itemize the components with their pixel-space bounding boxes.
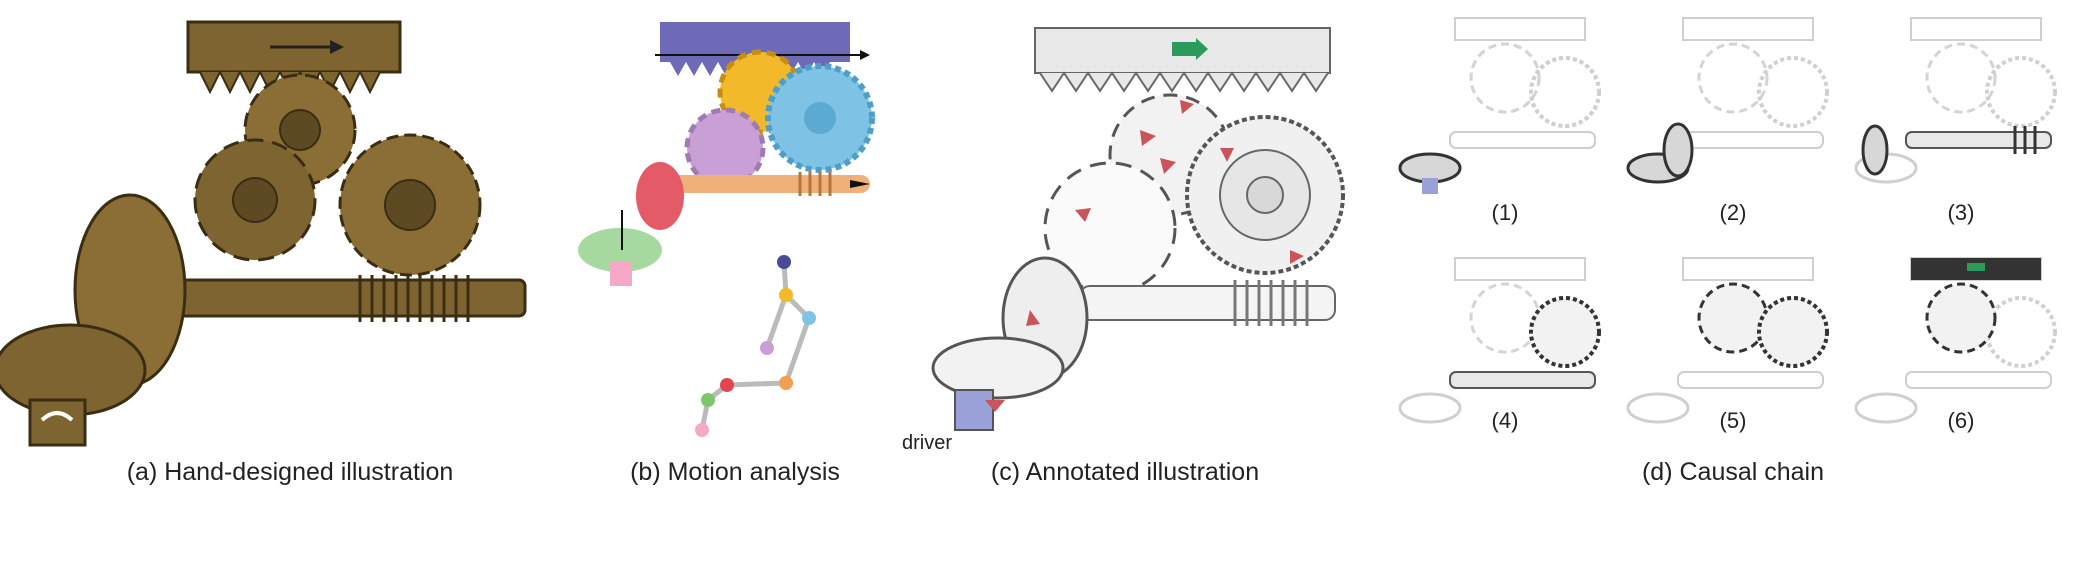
- causal-chain-grid: [1398, 16, 2057, 424]
- step-label-6: (6): [1947, 408, 1975, 433]
- motion-analysis-diagram: [578, 22, 875, 437]
- step-label-3: (3): [1947, 200, 1975, 225]
- panel-b: (b) Motion analysis: [560, 0, 890, 486]
- panel-c: driver (c) Annotated illustration: [890, 0, 1345, 486]
- caption-d: (d) Causal chain: [1641, 458, 1825, 486]
- step-label-4: (4): [1491, 408, 1519, 433]
- hand-drawn-mechanism-illustration: [0, 20, 527, 447]
- step-label-1: (1): [1491, 200, 1519, 225]
- step-label-2: (2): [1719, 200, 1747, 225]
- caption-a: (a) Hand-designed illustration: [126, 458, 454, 486]
- caption-b: (b) Motion analysis: [630, 458, 840, 486]
- annotated-illustration: [931, 27, 1345, 431]
- panel-a: (a) Hand-designed illustration: [0, 0, 540, 486]
- step-label-5: (5): [1719, 408, 1747, 433]
- panel-d: (1) (2) (3) (4) (5) (6) (d) Causal chain: [1395, 0, 2090, 486]
- caption-c: (c) Annotated illustration: [990, 458, 1260, 486]
- driver-label: driver: [902, 432, 953, 454]
